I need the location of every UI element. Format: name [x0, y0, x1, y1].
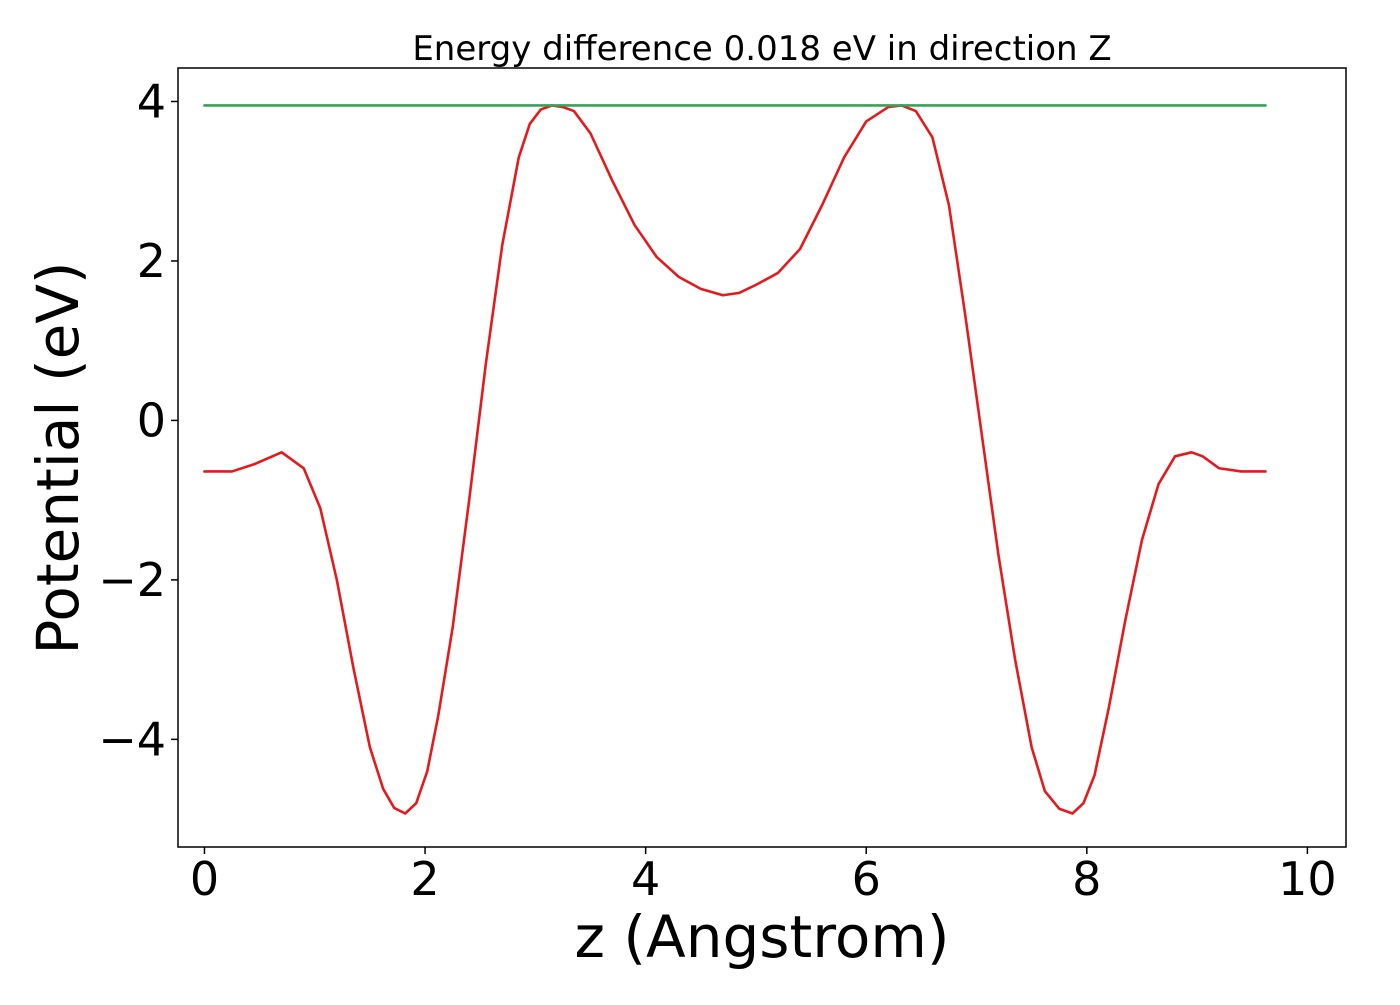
x-axis-ticks: 0 2 4 6 8 10	[190, 847, 1337, 906]
y-axis-ticks: −4 −2 0 2 4	[98, 74, 178, 766]
x-tick-label: 6	[852, 852, 881, 906]
x-tick-label: 8	[1072, 852, 1101, 906]
x-tick-label: 2	[410, 852, 439, 906]
y-tick-label: 2	[137, 234, 166, 288]
x-tick-label: 4	[631, 852, 660, 906]
x-tick-label: 10	[1278, 852, 1337, 906]
plot-area	[177, 67, 1347, 848]
x-axis-label: z (Angstrom)	[575, 903, 950, 971]
x-tick-label: 0	[190, 852, 219, 906]
y-tick-label: −4	[98, 712, 166, 766]
series-layer	[203, 104, 1267, 815]
chart-title: Energy difference 0.018 eV in direction …	[412, 29, 1111, 69]
y-tick-label: 4	[137, 74, 166, 128]
y-axis-label: Potential (eV)	[24, 261, 92, 654]
series-line-1	[203, 104, 1267, 815]
y-tick-label: 0	[137, 393, 166, 447]
y-tick-label: −2	[98, 553, 166, 607]
